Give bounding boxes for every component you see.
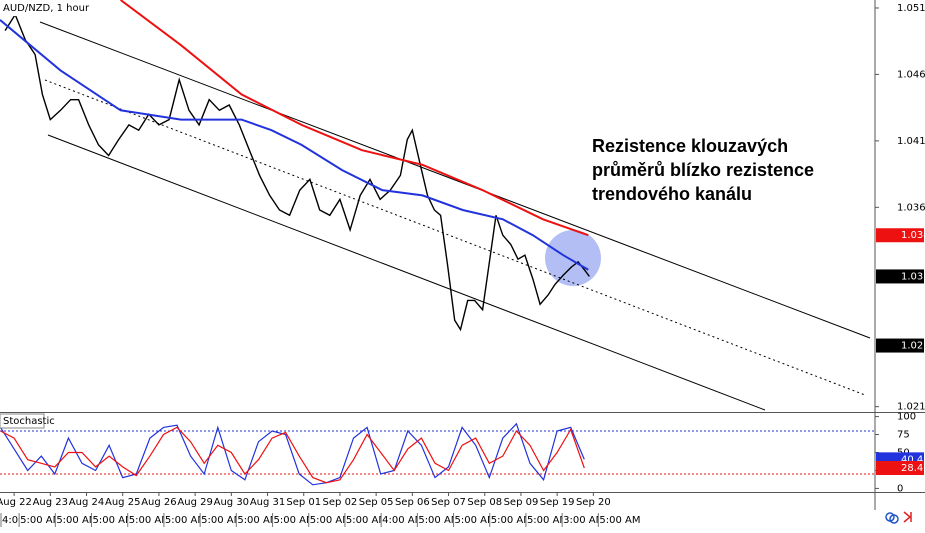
x-tick-label: Sep 05	[359, 497, 394, 508]
time-label-bg	[91, 513, 138, 527]
price-marker-label: 28.40	[901, 463, 925, 474]
y-tick-label: 1.0469	[897, 69, 925, 80]
time-label: 5:00 AM	[527, 515, 568, 526]
y-tick-label: 0	[897, 483, 903, 494]
icon[interactable]	[903, 511, 912, 523]
price-marker	[876, 338, 924, 353]
time-label-bg	[163, 513, 210, 527]
channel-middle	[44, 79, 866, 396]
time-label: 5:00 AM	[491, 515, 532, 526]
series-line	[0, 426, 585, 484]
series-line	[0, 19, 589, 271]
time-label-bg	[127, 513, 174, 527]
x-tick-label: Sep 20	[576, 497, 611, 508]
time-label-bg	[562, 513, 609, 527]
series-line	[120, 0, 589, 237]
time-label: 5:00 AM	[201, 515, 242, 526]
price-marker-label: 40.46	[901, 454, 925, 465]
time-label-bg	[272, 513, 319, 527]
time-label: 4:00 AM	[382, 515, 423, 526]
y-tick-label: 1.0369	[897, 202, 925, 213]
channel-upper	[39, 21, 871, 339]
title-bg	[0, 0, 92, 16]
channel-lower	[47, 134, 766, 411]
x-tick-label: Sep 01	[286, 497, 321, 508]
plot-layer	[0, 0, 875, 486]
x-tick-label: Sep 02	[323, 497, 358, 508]
y-tick-label: 75	[897, 430, 910, 441]
time-label-bg	[525, 513, 572, 527]
time-label: 5:00 AM	[274, 515, 315, 526]
time-label-bg	[598, 513, 645, 527]
price-marker	[876, 269, 924, 284]
highlight-circle	[545, 230, 601, 286]
x-tick-label: Aug 29	[177, 497, 212, 508]
price-marker-label: 1.0348	[901, 230, 925, 241]
time-label: 5:00 AM	[346, 515, 387, 526]
x-tick-label: Aug 23	[33, 497, 68, 508]
time-label-bg	[236, 513, 283, 527]
panel-title: Stochastic	[3, 416, 55, 427]
time-label-bg	[200, 513, 247, 527]
annotation: Rezistence klouzavých	[592, 136, 788, 156]
title-bg	[0, 413, 45, 429]
time-label-bg	[344, 513, 391, 527]
y-tick-label: 1.0219	[897, 402, 925, 413]
annotation: trendového kanálu	[592, 184, 752, 204]
time-label: 5:00 AM	[20, 515, 61, 526]
price-marker-label: 1.0265	[901, 341, 925, 352]
x-tick-label: Aug 22	[0, 497, 32, 508]
x-tick-label: Aug 26	[141, 497, 176, 508]
annotation: průměrů blízko rezistence	[592, 160, 814, 180]
y-tick-label: 1.0419	[897, 136, 925, 147]
time-label: 3:00 AM	[563, 515, 604, 526]
time-label: 5:00 AM	[310, 515, 351, 526]
time-label-bg	[489, 513, 536, 527]
price-marker	[876, 228, 924, 243]
time-label: 5:00 AM	[56, 515, 97, 526]
time-label-bg	[55, 513, 102, 527]
x-tick-label: Aug 31	[250, 497, 285, 508]
icon[interactable]	[889, 514, 899, 524]
time-label: 5:00 AM	[93, 515, 134, 526]
time-label: 5:00 AM	[129, 515, 170, 526]
price-marker-label: 1.0317	[901, 271, 925, 282]
time-label: 5:00 AM	[237, 515, 278, 526]
x-tick-label: Sep 07	[431, 497, 466, 508]
price-marker	[876, 461, 924, 476]
series-line	[4, 13, 590, 332]
chart-title: AUD/NZD, 1 hour	[3, 3, 90, 14]
time-label: 5:00 AM	[455, 515, 496, 526]
time-label-bg	[453, 513, 500, 527]
time-label: 5:00 AM	[599, 515, 640, 526]
time-label-bg	[417, 513, 464, 527]
x-tick-label: Sep 09	[504, 497, 539, 508]
x-tick-label: Aug 25	[105, 497, 140, 508]
series-line	[0, 422, 585, 486]
time-label: 5:00 AM	[418, 515, 459, 526]
time-label-bg	[19, 513, 66, 527]
time-label-bg	[381, 513, 428, 527]
time-label: 5:00 AM	[165, 515, 206, 526]
x-tick-label: Sep 06	[395, 497, 430, 508]
x-tick-label: Aug 30	[214, 497, 249, 508]
y-tick-label: 100	[897, 412, 916, 423]
x-tick-label: Sep 08	[467, 497, 502, 508]
time-label-bg	[308, 513, 355, 527]
x-tick-label: Aug 24	[69, 497, 104, 508]
y-tick-label: 1.0519	[897, 3, 925, 14]
toolbar-icons[interactable]	[885, 511, 912, 524]
x-tick-label: Sep 19	[540, 497, 575, 508]
